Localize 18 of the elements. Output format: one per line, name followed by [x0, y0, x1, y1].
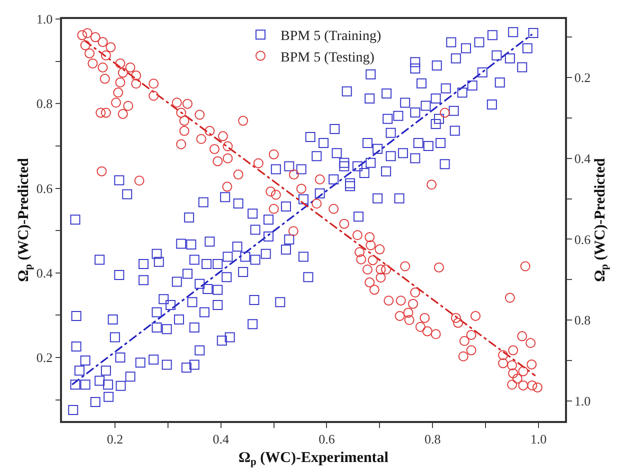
y-tick-label: 0.2: [36, 350, 53, 366]
y2-tick-label: 0.4: [574, 150, 592, 166]
y-tick-label: 1.0: [36, 12, 53, 27]
y2-tick-label: 0.8: [574, 312, 591, 328]
x-tick-label: 0.8: [424, 431, 441, 446]
legend-label: BPM 5 (Training): [280, 29, 382, 44]
y-tick-label: 0.8: [36, 96, 53, 112]
y2-tick-label: 0.6: [574, 232, 592, 247]
y2-tick-label: 1.0: [574, 393, 591, 408]
y2-tick-label: 0.2: [574, 70, 591, 86]
x-tick-label: 0.2: [106, 431, 124, 446]
x-tick-label: 0.6: [318, 431, 336, 446]
y-tick-label: 0.4: [36, 265, 54, 280]
x-tick-label: 0.4: [212, 431, 230, 446]
legend-label: BPM 5 (Testing): [280, 50, 375, 66]
x-tick-label: 1.0: [530, 431, 547, 446]
x-axis-title: Ω$_{p}$ (WC)-Experimental: [238, 450, 388, 468]
y-tick-label: 0.6: [36, 180, 54, 196]
